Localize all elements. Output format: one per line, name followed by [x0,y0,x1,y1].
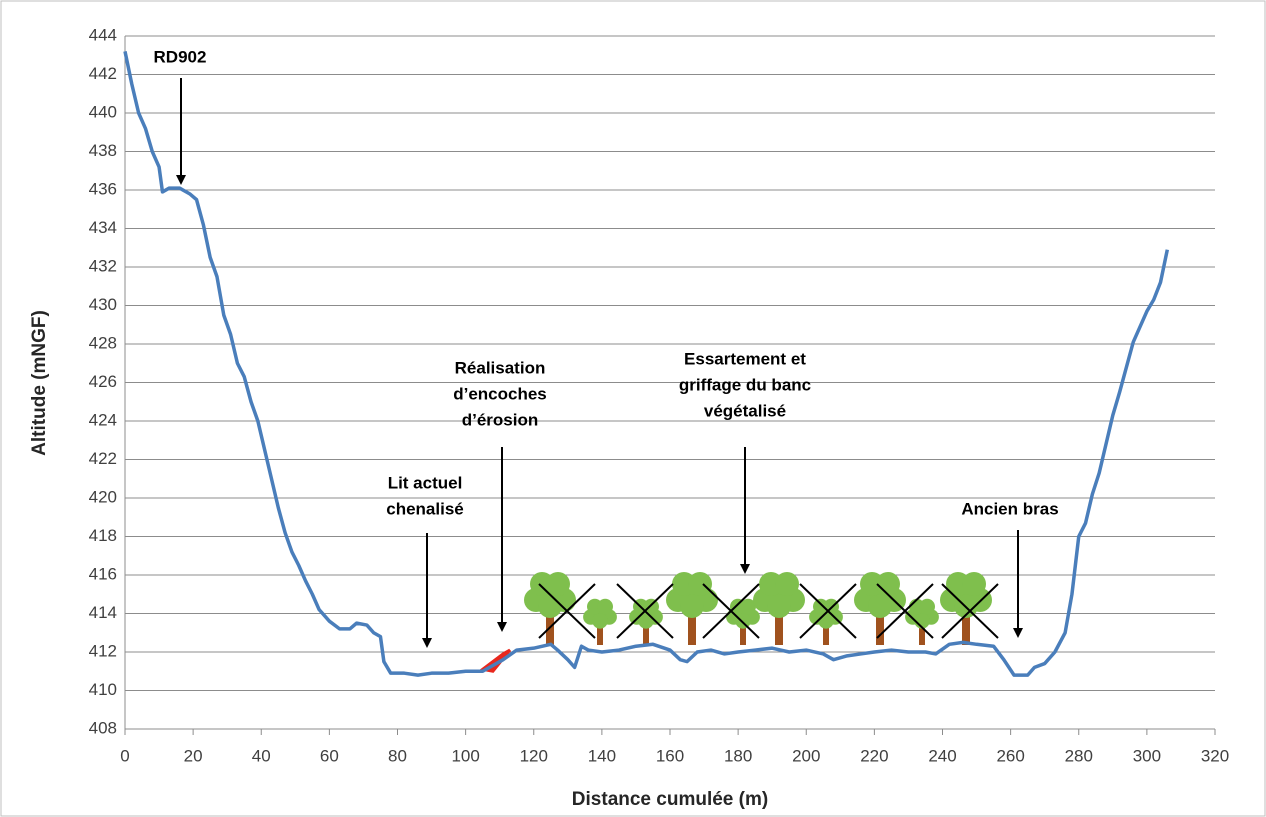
y-tick-label: 436 [89,179,117,198]
y-tick-label: 432 [89,256,117,275]
x-tick-label: 100 [451,746,479,765]
x-tick-label: 200 [792,746,820,765]
tree-trunk [597,617,603,645]
annotation: chenalisé [386,499,464,518]
tree-trunk [919,617,925,645]
profile-line [123,51,1170,677]
x-tick-label: 80 [388,746,407,765]
tree-trunk [823,617,829,645]
cross [876,583,934,639]
x-tick-label: 60 [320,746,339,765]
tree-leaf [546,572,570,596]
y-tick-label: 410 [89,680,117,699]
y-tick-label: 422 [89,449,117,468]
annotation: Ancien bras [961,499,1058,518]
y-tick-label: 442 [89,64,117,83]
tree-trunk [688,600,696,645]
annotation: Essartement et [684,349,806,368]
tree-trunk [775,600,783,645]
y-tick-label: 424 [89,410,117,429]
tree-leaf [767,594,791,618]
tree [583,598,617,645]
tree [753,572,805,645]
tree-leaf [775,572,799,596]
y-axis-title: Altitude (mNGF) [29,310,50,456]
x-tick-label: 0 [120,746,129,765]
annotation: Réalisation [455,358,546,377]
y-tick-label: 444 [89,25,117,44]
y-tick-label: 408 [89,718,117,737]
cross [538,583,596,639]
y-tick-label: 434 [89,218,117,237]
tree-trunk [643,617,649,645]
annotation: RD902 [154,47,207,66]
x-tick-label: 240 [928,746,956,765]
tree-leaf [680,594,704,618]
x-tick-label: 320 [1201,746,1229,765]
annotation: végétalisé [704,401,786,420]
tree-leaf [735,613,751,629]
cross [616,583,674,639]
x-axis-title: Distance cumulée (m) [572,789,768,810]
cross [799,583,857,639]
y-tick-label: 426 [89,372,117,391]
tree-leaf [919,598,935,615]
tree-leaf [868,594,892,618]
y-tick-label: 438 [89,141,117,160]
tree-trunk [876,600,884,645]
annotation: griffage du banc [679,375,811,394]
tree-trunk [962,600,970,645]
tree-leaf [962,572,986,596]
y-tick-label: 420 [89,487,117,506]
y-tick-label: 418 [89,526,117,545]
annotation: Lit actuel [388,473,463,492]
x-tick-label: 40 [252,746,271,765]
x-tick-label: 140 [588,746,616,765]
tree-leaf [597,598,613,615]
y-tick-label: 416 [89,564,117,583]
y-tick-label: 440 [89,102,117,121]
x-tick-label: 180 [724,746,752,765]
tree-leaf [592,613,608,629]
x-tick-label: 160 [656,746,684,765]
cross [702,583,760,639]
x-tick-label: 120 [520,746,548,765]
y-tick-label: 414 [89,603,117,622]
tree-leaf [643,598,659,615]
x-tick-label: 260 [996,746,1024,765]
x-tick-label: 300 [1133,746,1161,765]
y-tick-label: 428 [89,333,117,352]
y-tick-label: 430 [89,295,117,314]
tree-leaf [740,598,756,615]
cross [941,583,999,639]
tree-leaf [688,572,712,596]
annotation: d’encoches [453,384,547,403]
tree-leaf [876,572,900,596]
tree-trunk [546,600,554,645]
tree-trunk [740,617,746,645]
annotation: d’érosion [462,410,539,429]
y-tick-label: 412 [89,641,117,660]
tree-leaf [538,594,562,618]
x-tick-label: 220 [860,746,888,765]
x-tick-label: 280 [1065,746,1093,765]
x-tick-label: 20 [184,746,203,765]
